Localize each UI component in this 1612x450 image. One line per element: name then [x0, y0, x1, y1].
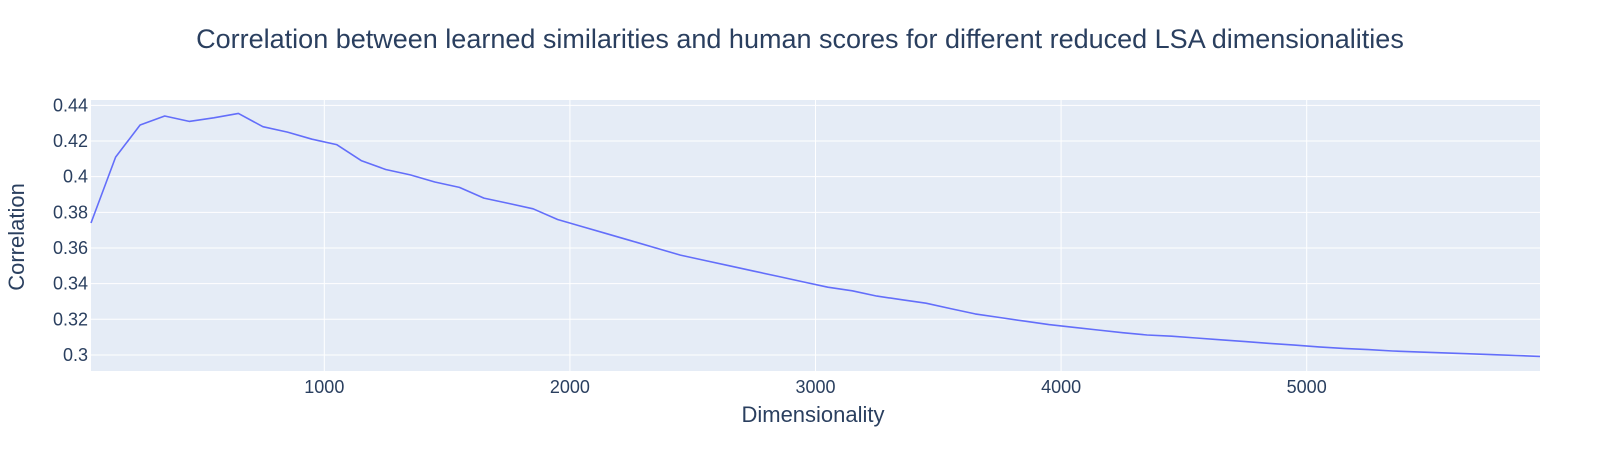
y-tick-label: 0.4 — [63, 167, 88, 187]
x-tick-label: 4000 — [1041, 377, 1081, 397]
chart-title: Correlation between learned similarities… — [196, 24, 1404, 54]
y-tick-label: 0.34 — [53, 274, 88, 294]
x-gridlines — [323, 100, 1308, 371]
y-tick-label: 0.36 — [53, 238, 88, 258]
x-tick-label: 2000 — [550, 377, 590, 397]
y-tick-label: 0.32 — [53, 309, 88, 329]
y-tick-label: 0.44 — [53, 95, 88, 115]
y-tick-label: 0.42 — [53, 131, 88, 151]
x-tick-label: 1000 — [304, 377, 344, 397]
x-axis-title: Dimensionality — [741, 402, 884, 427]
y-tick-label: 0.3 — [63, 345, 88, 365]
series-line — [90, 112, 1541, 358]
y-axis-title: Correlation — [4, 183, 29, 291]
y-gridlines — [91, 104, 1540, 356]
y-tick-label: 0.38 — [53, 202, 88, 222]
x-tick-label: 3000 — [795, 377, 835, 397]
x-axis: 1000 2000 3000 4000 5000 — [304, 377, 1326, 397]
x-tick-label: 5000 — [1287, 377, 1327, 397]
y-axis: 0.3 0.32 0.34 0.36 0.38 0.4 0.42 0.44 — [53, 95, 88, 365]
series-layer — [90, 112, 1541, 358]
